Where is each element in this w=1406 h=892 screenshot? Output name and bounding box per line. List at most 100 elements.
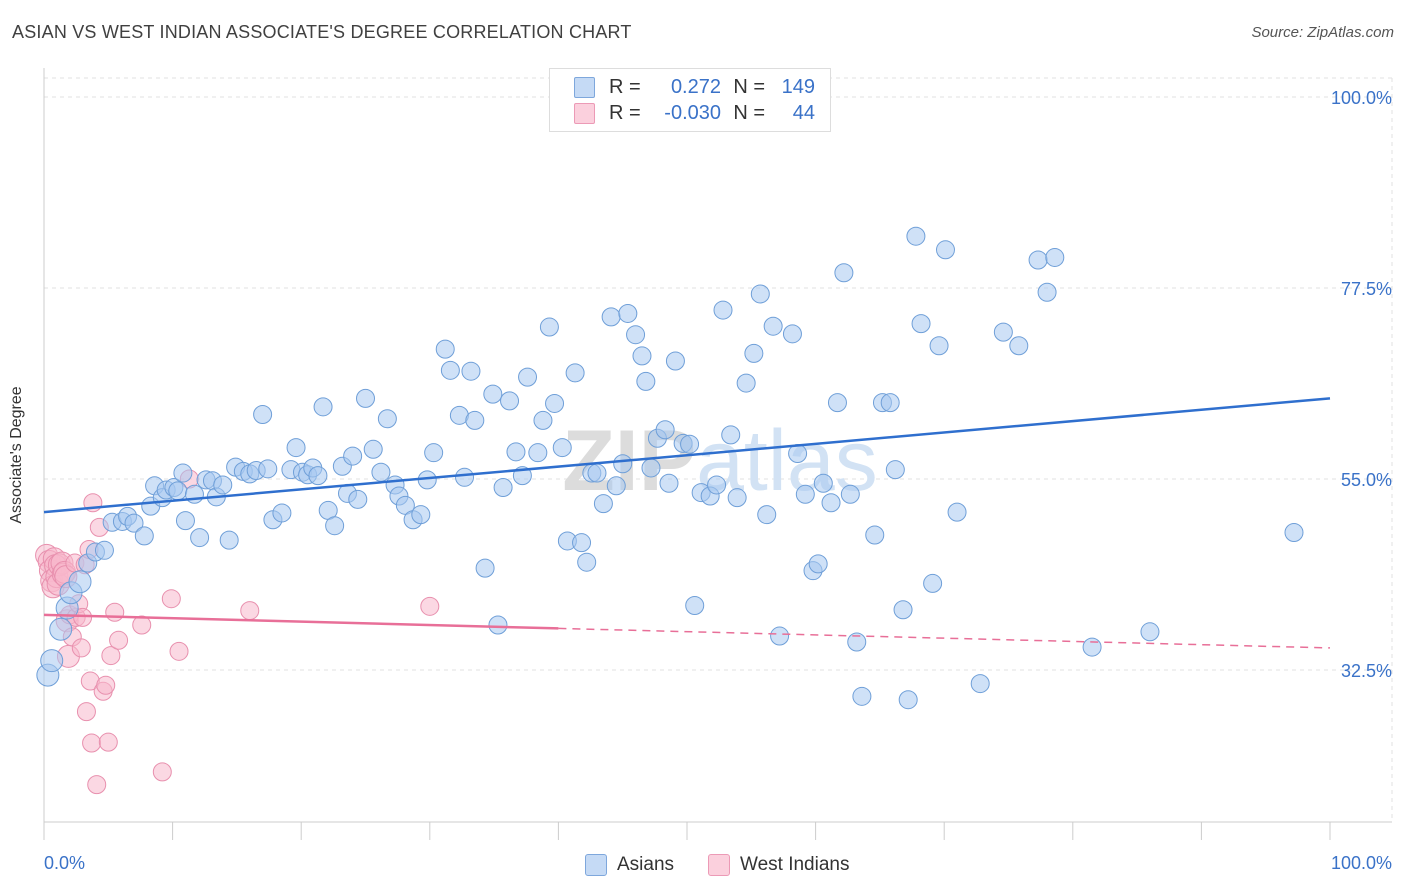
asians-point xyxy=(356,388,375,408)
asians-point xyxy=(124,513,144,533)
asians-point xyxy=(253,404,273,424)
asians-point xyxy=(577,552,597,572)
legend-row-asians: R = 0.272 N = 149 xyxy=(574,75,815,99)
west-indians-point xyxy=(161,589,181,609)
asians-point xyxy=(893,600,913,620)
asians-point xyxy=(308,466,328,486)
west-indians-legend-swatch xyxy=(708,854,730,876)
asians-point xyxy=(435,339,455,359)
asians-point xyxy=(727,488,747,508)
asians-point xyxy=(440,360,460,380)
asians-point xyxy=(40,649,64,673)
asians-point xyxy=(506,442,526,462)
asians-point xyxy=(885,460,905,480)
asians-point xyxy=(94,540,114,560)
asians-point xyxy=(134,526,154,546)
n-value: 149 xyxy=(781,75,815,98)
asians-point xyxy=(545,393,565,413)
asians-point xyxy=(363,439,383,459)
asians-point xyxy=(173,463,193,483)
asians-point xyxy=(488,615,508,635)
asians-point xyxy=(68,570,92,594)
asians-point xyxy=(782,324,802,344)
asians-point xyxy=(213,475,233,495)
west-indians-point xyxy=(71,638,91,658)
asians-point xyxy=(1045,247,1065,267)
west-indians-trend-extension xyxy=(558,627,1331,649)
west-indians-swatch xyxy=(574,102,595,124)
n-label: N = xyxy=(733,75,765,98)
r-value: 0.272 xyxy=(670,75,721,98)
asians-point xyxy=(736,373,756,393)
west-indians-point xyxy=(87,775,107,795)
n-value: 44 xyxy=(792,101,815,124)
asians-point xyxy=(518,367,538,387)
asians-point xyxy=(847,632,867,652)
asians-point xyxy=(593,494,613,514)
west-indians-point xyxy=(420,596,440,616)
asians-point xyxy=(613,454,633,474)
asians-point xyxy=(483,384,503,404)
west-indians-trend-line xyxy=(43,613,559,630)
asians-point xyxy=(911,314,931,334)
asians-point xyxy=(377,409,397,429)
asians-point xyxy=(813,473,833,493)
series-legend-west-indians[interactable]: West Indians xyxy=(708,852,849,878)
asians-point xyxy=(424,443,444,463)
asians-point xyxy=(865,525,885,545)
legend-row-west-indians: R = -0.030 N = 44 xyxy=(574,101,815,125)
axes xyxy=(43,68,1392,840)
asians-point xyxy=(929,336,949,356)
series-legend-asians[interactable]: Asians xyxy=(585,852,674,878)
y-tick-label: 32.5% xyxy=(1341,661,1392,681)
asians-point xyxy=(572,533,592,553)
west-indians-point xyxy=(76,702,96,722)
asians-point xyxy=(744,343,764,363)
asians-point xyxy=(659,473,679,493)
asians-point xyxy=(371,462,391,482)
asians-point xyxy=(219,530,239,550)
west-indians-point xyxy=(152,762,172,782)
west-indians-point xyxy=(101,646,121,666)
tick-labels: 100.0% 77.5% 55.0% 32.5% 0.0% 100.0% xyxy=(44,88,1392,873)
west-indians-point xyxy=(96,675,116,695)
asians-point xyxy=(1037,282,1057,302)
asians-point xyxy=(175,511,195,531)
asians-point xyxy=(721,425,741,445)
asians-point xyxy=(286,438,306,458)
asians-point xyxy=(533,410,553,430)
r-label: R = xyxy=(609,75,641,98)
asians-point xyxy=(601,307,621,327)
asians-point xyxy=(707,475,727,495)
asians-point xyxy=(626,325,646,345)
source-label: Source: ZipAtlas.com xyxy=(1251,24,1394,41)
asians-point xyxy=(272,503,292,523)
west-indians-point xyxy=(105,602,125,622)
x-tick-label: 100.0% xyxy=(1331,853,1392,873)
asians-point xyxy=(539,317,559,337)
asians-point xyxy=(258,459,278,479)
asians-point xyxy=(880,393,900,413)
asians-point xyxy=(348,489,368,509)
asians-point xyxy=(606,476,626,496)
asians-point xyxy=(1009,336,1029,356)
trend-lines xyxy=(43,397,1331,649)
west-indians-point xyxy=(132,615,152,635)
n-label: N = xyxy=(733,101,765,124)
asians-point xyxy=(1028,250,1048,270)
asians-point xyxy=(840,484,860,504)
asians-point xyxy=(461,361,481,381)
west-indians-point xyxy=(98,732,118,752)
asians-point xyxy=(455,467,475,487)
asians-point xyxy=(898,690,918,710)
asians-point xyxy=(680,434,700,454)
asians-point xyxy=(713,300,733,320)
west-indians-point xyxy=(82,733,102,753)
asians-point xyxy=(750,284,770,304)
asians-swatch xyxy=(574,76,595,98)
west-indians-legend-label: West Indians xyxy=(740,854,850,875)
chart-title: ASIAN VS WEST INDIAN ASSOCIATE'S DEGREE … xyxy=(12,22,632,42)
asians-point xyxy=(552,438,572,458)
asians-point xyxy=(906,226,926,246)
asians-point xyxy=(190,528,210,548)
